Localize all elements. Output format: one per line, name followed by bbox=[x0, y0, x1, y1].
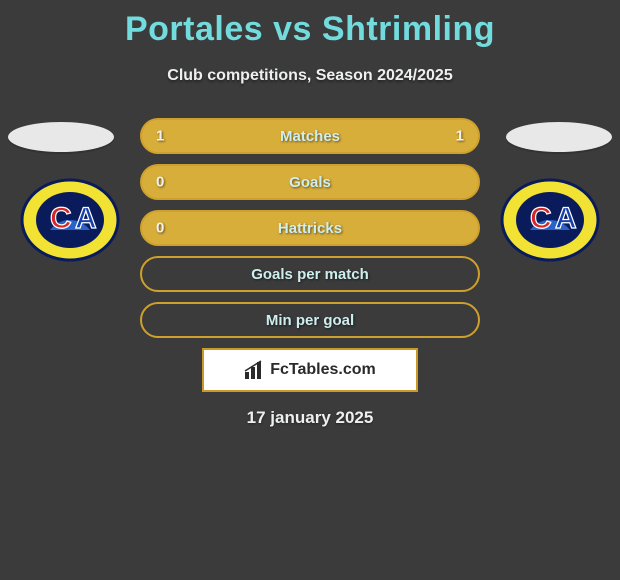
svg-text:A: A bbox=[75, 202, 97, 235]
brand-box[interactable]: FcTables.com bbox=[202, 348, 418, 392]
brand-text: FcTables.com bbox=[270, 361, 376, 379]
stats-column: 1 Matches 1 0 Goals 0 Hattricks Goals pe… bbox=[140, 118, 480, 428]
stat-label: Goals per match bbox=[251, 266, 369, 283]
stat-left-value: 0 bbox=[156, 220, 164, 237]
svg-text:C: C bbox=[530, 202, 552, 235]
player1-club-crest: CA bbox=[20, 178, 120, 262]
page-title: Portales vs Shtrimling bbox=[0, 0, 620, 49]
stat-row-hattricks: 0 Hattricks bbox=[140, 210, 480, 246]
stat-right-value: 1 bbox=[456, 128, 464, 145]
svg-text:A: A bbox=[555, 202, 577, 235]
svg-text:C: C bbox=[50, 202, 72, 235]
brand-bars-icon bbox=[244, 360, 266, 380]
stat-label: Goals bbox=[289, 174, 331, 191]
player2-portrait-placeholder bbox=[506, 122, 612, 152]
stat-row-min-per-goal: Min per goal bbox=[140, 302, 480, 338]
subtitle: Club competitions, Season 2024/2025 bbox=[0, 67, 620, 85]
stat-label: Hattricks bbox=[278, 220, 342, 237]
stat-row-goals: 0 Goals bbox=[140, 164, 480, 200]
player2-name: Shtrimling bbox=[322, 10, 495, 48]
stat-left-value: 1 bbox=[156, 128, 164, 145]
date-text: 17 january 2025 bbox=[140, 408, 480, 428]
stat-label: Matches bbox=[280, 128, 340, 145]
player1-portrait-placeholder bbox=[8, 122, 114, 152]
player1-name: Portales bbox=[125, 10, 263, 48]
stat-left-value: 0 bbox=[156, 174, 164, 191]
stat-row-goals-per-match: Goals per match bbox=[140, 256, 480, 292]
vs-text: vs bbox=[273, 10, 312, 48]
stat-label: Min per goal bbox=[266, 312, 354, 329]
stat-row-matches: 1 Matches 1 bbox=[140, 118, 480, 154]
player2-club-crest: CA bbox=[500, 178, 600, 262]
